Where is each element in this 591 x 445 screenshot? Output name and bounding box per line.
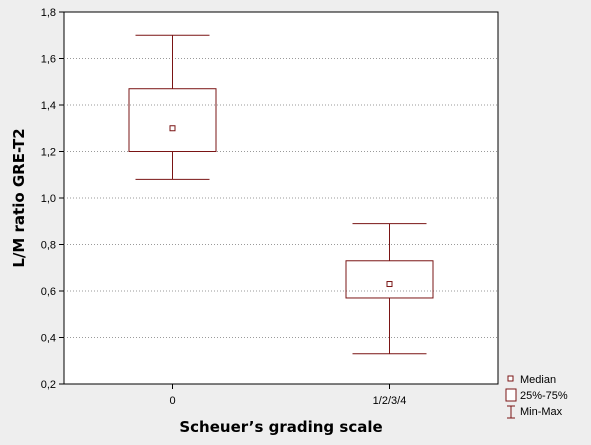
x-axis-ticks: 0 1/2/3/4 <box>169 384 406 407</box>
y-tick-label: 0,6 <box>41 286 56 298</box>
grid-lines <box>64 58 498 338</box>
legend-median-label: Median <box>520 374 556 386</box>
legend-median-icon <box>507 375 514 382</box>
iqr-box <box>345 260 434 299</box>
legend-iqr-icon <box>505 388 517 402</box>
legend-iqr-label: 25%-75% <box>520 390 568 402</box>
box-group <box>345 223 434 355</box>
y-axis-ticks: 0,2 0,4 0,6 0,8 1,0 1,2 1,4 1,6 1,8 <box>41 7 64 391</box>
legend: Median 25%-75% Min-Max <box>505 374 568 419</box>
legend-minmax-label: Min-Max <box>520 406 563 418</box>
median-marker <box>169 125 176 132</box>
y-tick-label: 0,8 <box>41 240 56 252</box>
y-tick-label: 1,4 <box>41 100 56 112</box>
y-tick-label: 0,4 <box>41 333 56 345</box>
legend-minmax-icon <box>507 405 515 419</box>
box-series <box>128 34 434 355</box>
y-tick-label: 0,2 <box>41 379 56 391</box>
x-tick-label: 0 <box>169 395 175 407</box>
x-tick-label: 1/2/3/4 <box>373 395 407 407</box>
box-group <box>128 34 217 180</box>
median-marker <box>386 281 393 288</box>
x-axis-title: Scheuer’s grading scale <box>179 418 382 436</box>
y-tick-label: 1,8 <box>41 7 56 19</box>
y-tick-label: 1,6 <box>41 54 56 66</box>
y-axis-title: L/M ratio GRE-T2 <box>10 128 28 267</box>
iqr-box <box>128 88 217 152</box>
y-tick-label: 1,0 <box>41 193 56 205</box>
y-tick-label: 1,2 <box>41 147 56 159</box>
